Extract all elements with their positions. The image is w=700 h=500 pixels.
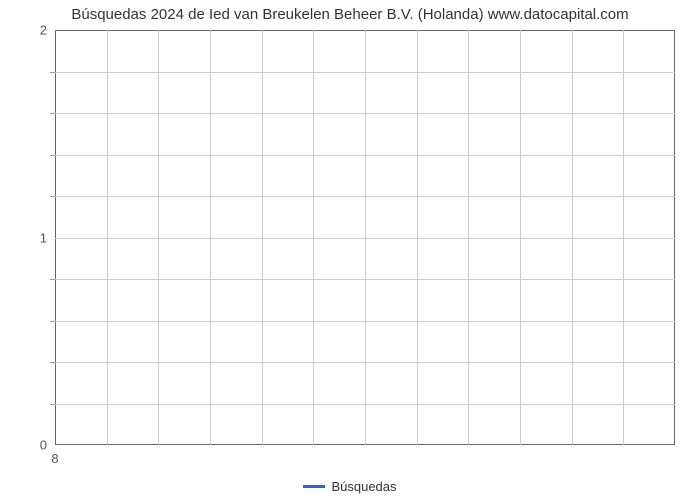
grid-line-v [417, 30, 418, 445]
y-minor-tick [50, 404, 55, 405]
x-tick-label: 8 [51, 445, 58, 466]
chart-title: Búsquedas 2024 de Ied van Breukelen Behe… [0, 6, 700, 23]
grid-line-v [623, 30, 624, 445]
legend: Búsquedas [0, 478, 700, 494]
legend-label: Búsquedas [331, 479, 396, 494]
y-minor-tick [50, 196, 55, 197]
grid-line-v [210, 30, 211, 445]
y-tick-label: 2 [17, 23, 55, 38]
y-minor-tick [50, 362, 55, 363]
grid-line-v [572, 30, 573, 445]
y-minor-tick [50, 321, 55, 322]
grid-line-v [262, 30, 263, 445]
grid-line-v [365, 30, 366, 445]
grid-line-v [313, 30, 314, 445]
legend-line [303, 485, 325, 488]
y-minor-tick [50, 72, 55, 73]
y-minor-tick [50, 155, 55, 156]
chart-container: Búsquedas 2024 de Ied van Breukelen Behe… [0, 0, 700, 500]
plot-area: 0128 [55, 30, 675, 445]
grid-line-v [520, 30, 521, 445]
y-minor-tick [50, 113, 55, 114]
y-tick-label: 1 [17, 230, 55, 245]
y-minor-tick [50, 279, 55, 280]
y-tick-label: 0 [17, 438, 55, 453]
grid-line-v [468, 30, 469, 445]
grid-line-v [107, 30, 108, 445]
grid-line-v [158, 30, 159, 445]
